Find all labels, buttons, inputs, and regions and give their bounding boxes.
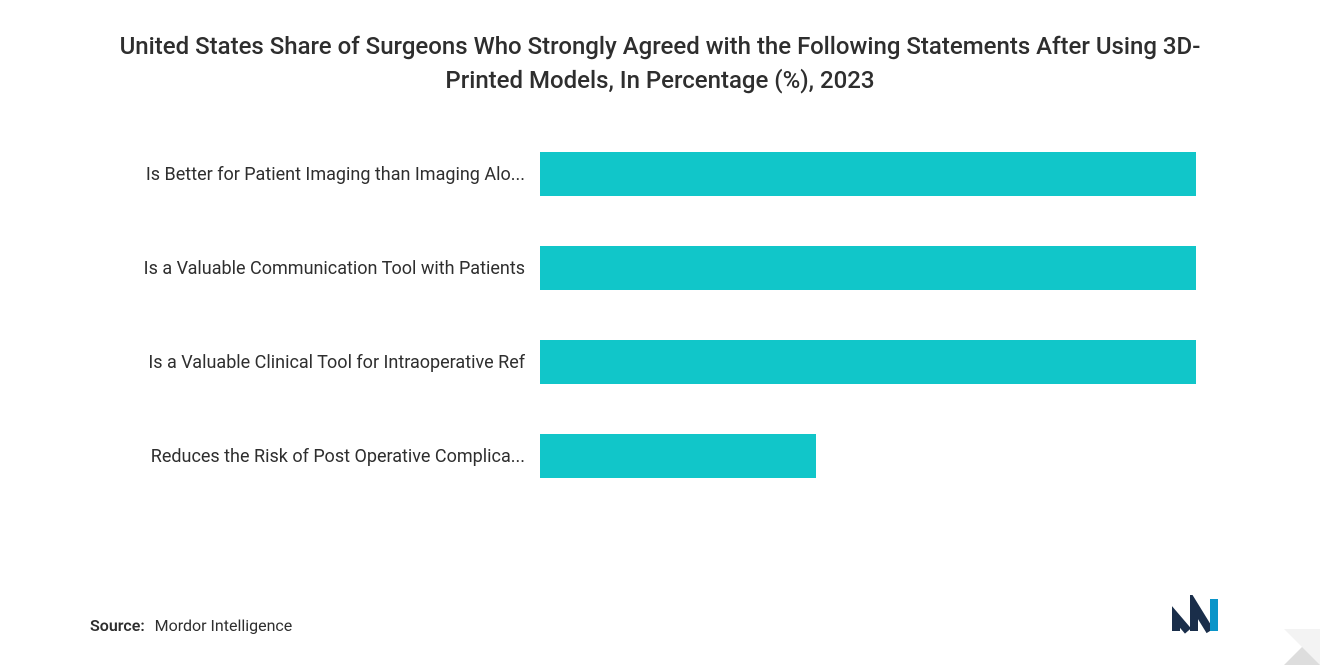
footer: Source: Mordor Intelligence [90,595,1230,645]
row-label: Is a Valuable Clinical Tool for Intraope… [100,352,540,373]
chart-row: Is Better for Patient Imaging than Imagi… [100,152,1230,196]
bar-wrap [540,246,1230,290]
source-label: Source: [90,616,145,635]
source-text: Mordor Intelligence [155,616,293,635]
bar [540,434,816,478]
chart-row: Is a Valuable Communication Tool with Pa… [100,246,1230,290]
chart-row: Reduces the Risk of Post Operative Compl… [100,434,1230,478]
chart-area: Is Better for Patient Imaging than Imagi… [90,152,1230,565]
mordor-logo-icon [1172,595,1230,635]
bar-wrap [540,152,1230,196]
bar [540,152,1196,196]
chart-title: United States Share of Surgeons Who Stro… [90,30,1230,97]
bar [540,246,1196,290]
bar [540,340,1196,384]
chart-container: United States Share of Surgeons Who Stro… [0,0,1320,665]
bar-wrap [540,340,1230,384]
row-label: Is a Valuable Communication Tool with Pa… [100,258,540,279]
corner-fold-icon [1284,629,1320,665]
row-label: Reduces the Risk of Post Operative Compl… [100,446,540,467]
source: Source: Mordor Intelligence [90,616,292,635]
bar-wrap [540,434,1230,478]
chart-row: Is a Valuable Clinical Tool for Intraope… [100,340,1230,384]
row-label: Is Better for Patient Imaging than Imagi… [100,164,540,185]
